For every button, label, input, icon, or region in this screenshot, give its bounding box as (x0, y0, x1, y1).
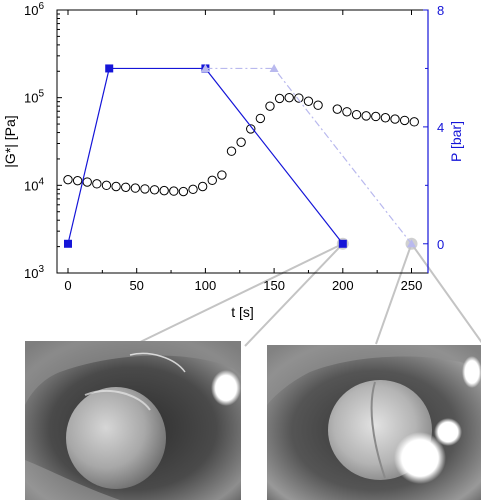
photo-left-sample (66, 387, 166, 489)
photo-left-rim-bottom (25, 460, 120, 500)
right-tick-label: 8 (437, 3, 444, 18)
pressure-point (338, 239, 347, 248)
pressure-faded-point (200, 63, 210, 72)
left-axis-label: |G*| [Pa] (2, 115, 18, 167)
left-tick-exponent: 3 (38, 264, 44, 275)
x-tick-label: 150 (263, 278, 285, 293)
modulus-point (409, 117, 419, 127)
callout-line (244, 243, 344, 347)
left-tick-base: 10 (24, 3, 38, 18)
modulus-point (399, 115, 410, 126)
modulus-point (274, 93, 285, 104)
pressure-line (67, 67, 344, 245)
pressure-point (105, 64, 114, 73)
modulus-point (371, 111, 381, 122)
modulus-point (207, 175, 217, 186)
modulus-point (284, 92, 294, 103)
photo-right-glare-edge (462, 356, 481, 388)
photo-right-rim (267, 345, 481, 405)
modulus-point (188, 184, 198, 195)
modulus-point (63, 174, 73, 185)
pressure-point (63, 239, 72, 248)
callout-lines (133, 237, 481, 347)
left-tick-label: 103 (24, 264, 44, 281)
modulus-point (332, 104, 343, 114)
left-tick-base: 10 (24, 91, 38, 106)
photo-left (25, 341, 241, 500)
x-tick-label: 0 (64, 278, 71, 293)
left-tick-base: 10 (24, 178, 38, 193)
modulus-point (149, 185, 160, 195)
x-tick-label: 100 (195, 278, 217, 293)
x-tick-label: 200 (332, 278, 354, 293)
plot-frame (56, 9, 429, 274)
modulus-point (159, 185, 169, 196)
modulus-point (111, 181, 121, 192)
modulus-point (313, 100, 323, 110)
modulus-point (121, 182, 131, 192)
photo-left-rim (25, 341, 241, 405)
modulus-point (130, 183, 141, 193)
left-tick-base: 10 (24, 266, 38, 281)
left-tick-exponent: 4 (38, 176, 44, 187)
modulus-point (101, 180, 112, 191)
left-tick-exponent: 6 (38, 1, 44, 12)
right-tick-label: 0 (437, 237, 444, 252)
pressure-faded-point (407, 239, 417, 248)
photo-left-glare (211, 370, 241, 406)
modulus-point (197, 181, 208, 192)
right-axis-ticks: 0 4 8 (423, 3, 444, 252)
callout-line (375, 243, 413, 345)
left-tick-exponent: 5 (38, 89, 44, 100)
chart-series (63, 63, 419, 248)
callout-line (410, 243, 481, 344)
modulus-point (255, 113, 266, 124)
x-axis-label: t [s] (231, 304, 254, 320)
left-tick-label: 104 (24, 176, 44, 193)
modulus-point (82, 177, 92, 187)
photo-left-reflection (129, 352, 186, 373)
photo-right-glare-large (394, 432, 446, 484)
modulus-point (342, 107, 352, 117)
photo-left-highlight (84, 390, 151, 411)
modulus-point (217, 170, 227, 180)
x-tick-label: 50 (129, 278, 143, 293)
pressure-faded-point (269, 63, 279, 72)
modulus-point (178, 186, 189, 197)
modulus-point (361, 111, 371, 121)
right-axis-label: P [bar] (448, 121, 464, 162)
callout-line (133, 242, 344, 346)
photo-right (267, 345, 481, 500)
modulus-point (265, 101, 275, 111)
x-axis-ticks: 0 50 100 150 200 250 (64, 10, 422, 293)
modulus-point (390, 114, 400, 124)
photo-right-sample-crease (370, 381, 386, 479)
modulus-point (294, 93, 304, 103)
left-tick-label: 106 (24, 1, 44, 18)
modulus-point (226, 146, 237, 156)
modulus-point (140, 184, 150, 194)
modulus-point (380, 113, 391, 123)
pressure-faded-line (205, 67, 412, 245)
modulus-point (92, 179, 102, 189)
modulus-point (169, 186, 179, 196)
modulus-point (246, 124, 256, 134)
modulus-point (351, 109, 362, 120)
modulus-point (236, 137, 246, 147)
left-tick-label: 105 (24, 89, 44, 106)
photo-right-glare-small (434, 418, 462, 446)
right-tick-label: 4 (437, 120, 444, 135)
x-tick-label: 250 (401, 278, 423, 293)
modulus-point (303, 96, 314, 106)
modulus-point (72, 175, 83, 186)
